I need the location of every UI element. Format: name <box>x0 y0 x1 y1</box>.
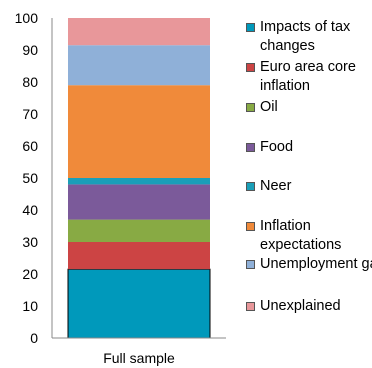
legend-label: Euro area core inflation <box>260 59 356 94</box>
x-category-label: Full sample <box>103 350 175 366</box>
legend-swatch <box>246 260 255 269</box>
y-axis: 0 10 20 30 40 50 60 70 80 90 100 <box>15 10 53 346</box>
bar-segment <box>68 85 210 178</box>
legend-item: Food <box>246 138 372 157</box>
legend-label: Neer <box>260 178 292 194</box>
y-tick-label: 30 <box>22 234 38 250</box>
bar-segment <box>68 242 210 270</box>
y-tick-label: 10 <box>22 298 38 314</box>
legend-item: Unexplained <box>246 297 372 316</box>
legend-swatch <box>246 143 255 152</box>
legend-item: Neer <box>246 177 372 196</box>
y-tick-label: 40 <box>22 202 38 218</box>
legend-label: Food <box>260 139 294 155</box>
legend-item: Euro area core inflation <box>246 58 372 96</box>
legend-swatch <box>246 182 255 191</box>
bar-segment <box>68 184 210 220</box>
bar-segment <box>68 18 210 46</box>
y-tick-label: 100 <box>15 10 39 26</box>
y-tick-label: 20 <box>22 266 38 282</box>
legend-label: Unexplained <box>260 298 341 314</box>
bar-segment <box>68 178 210 185</box>
bar-segment <box>68 45 210 86</box>
bar-segment <box>68 219 210 242</box>
legend-item: Unemployment gap <box>246 255 372 274</box>
legend-swatch <box>246 103 255 112</box>
y-tick-label: 70 <box>22 106 38 122</box>
y-tick-label: 0 <box>30 330 38 346</box>
legend-swatch <box>246 302 255 311</box>
legend-label: Impacts of tax changes <box>260 19 351 54</box>
legend-label: Inflation expectations <box>260 218 342 253</box>
legend-label: Unemployment gap <box>260 256 372 272</box>
y-tick-label: 80 <box>22 74 38 90</box>
legend-item: Impacts of tax changes <box>246 18 372 56</box>
y-tick-label: 60 <box>22 138 38 154</box>
legend-label: Oil <box>260 99 278 115</box>
legend-item: Oil <box>246 98 372 117</box>
legend-swatch <box>246 23 255 32</box>
bar-stack <box>67 18 211 339</box>
bar-segment <box>67 268 211 339</box>
y-tick-label: 50 <box>22 170 38 186</box>
y-tick-label: 90 <box>22 42 38 58</box>
x-axis: Full sample <box>52 337 226 366</box>
legend-swatch <box>246 63 255 72</box>
legend-item: Inflation expectations <box>246 217 372 255</box>
legend-swatch <box>246 222 255 231</box>
